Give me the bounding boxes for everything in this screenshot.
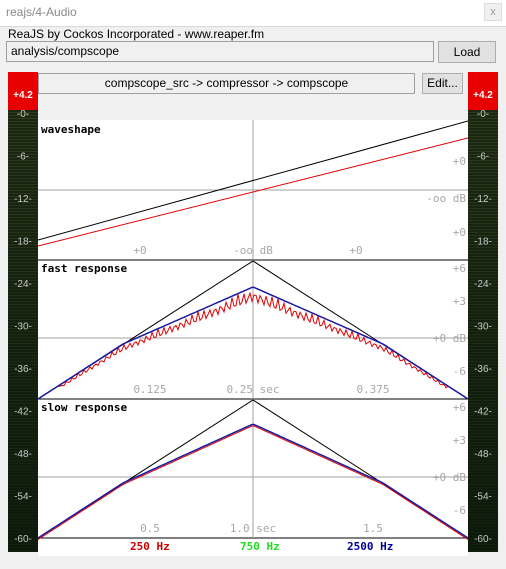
- slow-curve-2500hz: [38, 423, 468, 539]
- meter-scale-tick: -0-: [477, 109, 489, 120]
- meter-scale-tick: -6-: [17, 152, 29, 163]
- meter-scale-tick: -60-: [474, 534, 492, 545]
- title-bar: reajs/4-Audio x: [0, 0, 506, 26]
- meter-scale-tick: -54-: [474, 492, 492, 503]
- meter-scale-tick: -18-: [474, 237, 492, 248]
- waveshape-reference-line: [38, 120, 468, 241]
- window-title: reajs/4-Audio: [6, 5, 77, 19]
- close-button[interactable]: x: [484, 3, 502, 21]
- fast-response-panel: fast response 0.125 0.25 sec 0.375 +6 +3 +0 dB…: [38, 260, 468, 400]
- slow-title: slow response: [41, 401, 127, 414]
- slow-x-label: 0.5: [140, 522, 160, 535]
- meter-scale-tick: -18-: [14, 237, 32, 248]
- meter-scale-tick: -12-: [474, 194, 492, 205]
- meter-scale-tick: -36-: [474, 364, 492, 375]
- edit-button[interactable]: Edit...: [422, 73, 463, 94]
- waveshape-y-label: +0: [453, 226, 466, 239]
- meter-scale-tick: -6-: [477, 152, 489, 163]
- fast-curve-250hz: [38, 291, 468, 400]
- fast-x-label: 0.125: [133, 383, 166, 396]
- peak-value: +4.2: [13, 90, 33, 101]
- meter-scale-tick: -48-: [14, 449, 32, 460]
- routing-chain-label: compscope_src -> compressor -> compscope: [38, 73, 415, 94]
- slow-response-panel: slow response 0.5 1.0 sec 1.5 +6 +3 +0 dB -6: [38, 399, 468, 540]
- meter-scale-tick: -30-: [14, 322, 32, 333]
- slow-y-label: +3: [453, 434, 466, 447]
- legend-750hz: 750 Hz: [240, 540, 280, 553]
- waveshape-x-label: +0: [133, 244, 146, 257]
- slow-y-label: -6: [453, 504, 466, 517]
- meter-scale-tick: -42-: [474, 407, 492, 418]
- compscope-display: waveshape +0 -oo dB +0 +0 -oo dB +0 fast respon…: [38, 120, 468, 556]
- fast-x-label: 0.375: [356, 383, 389, 396]
- meter-scale-tick: -54-: [14, 492, 32, 503]
- waveshape-x-label: -oo dB: [233, 244, 273, 257]
- fast-curve-2500hz: [38, 286, 468, 400]
- meter-scale-tick: -12-: [14, 194, 32, 205]
- meter-scale-tick: -60-: [14, 534, 32, 545]
- waveshape-curve: [38, 137, 468, 247]
- input-level-meter: +4.2 -0- -6- -12- -18- -24- -30- -36- -42- -48- -5…: [8, 72, 38, 552]
- fast-x-label: 0.25 sec: [227, 383, 280, 396]
- peak-indicator: [8, 72, 38, 110]
- slow-y-label: +6: [453, 401, 466, 414]
- meter-scale-tick: -48-: [474, 449, 492, 460]
- fast-title: fast response: [41, 262, 127, 275]
- effect-path-field[interactable]: analysis/compscope: [6, 41, 434, 62]
- slow-y-label: +0 dB: [433, 471, 466, 484]
- meter-scale-tick: -36-: [14, 364, 32, 375]
- waveshape-title: waveshape: [41, 123, 101, 136]
- fast-y-label: +3: [453, 295, 466, 308]
- fast-y-label: +6: [453, 262, 466, 275]
- plugin-header: ReaJS by Cockos Incorporated - www.reape…: [8, 27, 265, 41]
- fast-y-label: +0 dB: [433, 332, 466, 345]
- meter-scale-tick: -24-: [14, 279, 32, 290]
- load-button[interactable]: Load: [438, 41, 496, 63]
- waveshape-x-label: +0: [349, 244, 362, 257]
- meter-scale-tick: -30-: [474, 322, 492, 333]
- waveshape-panel: waveshape +0 -oo dB +0 +0 -oo dB +0: [38, 120, 468, 259]
- meter-scale-tick: -0-: [17, 109, 29, 120]
- legend-250hz: 250 Hz: [130, 540, 170, 553]
- peak-indicator: [468, 72, 498, 110]
- peak-value: +4.2: [473, 90, 493, 101]
- fast-y-label: -6: [453, 365, 466, 378]
- slow-curve-250hz: [38, 425, 468, 540]
- waveshape-y-label: -oo dB: [426, 192, 466, 205]
- meter-scale-tick: -42-: [14, 407, 32, 418]
- legend-2500hz: 2500 Hz: [347, 540, 394, 553]
- meter-scale-tick: -24-: [474, 279, 492, 290]
- output-level-meter: +4.2 -0- -6- -12- -18- -24- -30- -36- -42- -48- -5…: [468, 72, 498, 552]
- slow-x-label: 1.5: [363, 522, 383, 535]
- slow-x-label: 1.0 sec: [230, 522, 276, 535]
- waveshape-y-label: +0: [453, 155, 466, 168]
